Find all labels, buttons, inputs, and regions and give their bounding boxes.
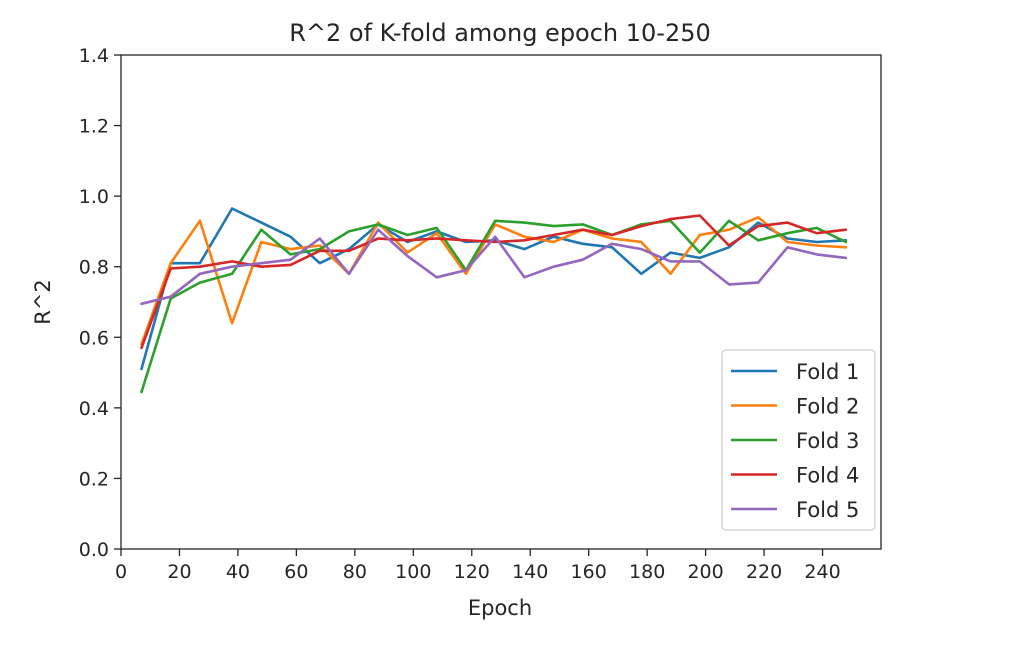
x-tick-label: 240 <box>804 561 840 583</box>
x-tick-label: 80 <box>343 561 367 583</box>
legend-label: Fold 2 <box>796 395 859 419</box>
x-tick-label: 40 <box>226 561 250 583</box>
legend-label: Fold 5 <box>796 498 859 522</box>
x-tick-label: 200 <box>687 561 723 583</box>
legend-label: Fold 1 <box>796 360 859 384</box>
chart-title: R^2 of K-fold among epoch 10-250 <box>289 19 711 47</box>
y-tick-label: 1.2 <box>79 116 109 138</box>
series-line-fold-4 <box>140 214 848 350</box>
x-tick-label: 0 <box>115 561 127 583</box>
y-axis-ticks: 0.0 0.2 0.4 0.6 0.8 1.0 1.2 1.4 <box>79 45 121 561</box>
y-tick-label: 0.4 <box>79 398 109 420</box>
x-tick-label: 140 <box>512 561 548 583</box>
x-tick-label: 60 <box>284 561 308 583</box>
y-tick-label: 1.0 <box>79 186 109 208</box>
series-line-fold-1 <box>140 207 848 371</box>
x-tick-label: 20 <box>167 561 191 583</box>
y-tick-label: 0.6 <box>79 327 109 349</box>
y-axis-title: R^2 <box>31 279 55 325</box>
legend-label: Fold 4 <box>796 464 859 488</box>
x-tick-label: 100 <box>395 561 431 583</box>
legend-items: Fold 1 Fold 2 Fold 3 Fold 4 Fold 5 <box>731 360 859 522</box>
legend-box <box>721 349 876 531</box>
x-tick-label: 160 <box>571 561 607 583</box>
x-tick-label: 120 <box>454 561 490 583</box>
x-tick-label: 220 <box>746 561 782 583</box>
legend: Fold 1 Fold 2 Fold 3 Fold 4 Fold 5 <box>721 349 876 531</box>
y-tick-label: 1.4 <box>79 45 109 67</box>
series-line-fold-2 <box>140 216 848 346</box>
x-tick-label: 180 <box>629 561 665 583</box>
y-tick-label: 0.8 <box>79 257 109 279</box>
x-axis-title: Epoch <box>468 596 532 620</box>
y-tick-label: 0.0 <box>79 539 109 561</box>
series-line-fold-5 <box>140 228 848 306</box>
x-axis-ticks: 0 20 40 60 80 100 120 140 160 180 200 220 240 <box>115 549 841 583</box>
series-line-fold-3 <box>140 219 848 394</box>
y-tick-label: 0.2 <box>79 468 109 490</box>
plot-lines <box>140 207 848 394</box>
legend-label: Fold 3 <box>796 429 859 453</box>
plot-frame <box>120 54 882 550</box>
